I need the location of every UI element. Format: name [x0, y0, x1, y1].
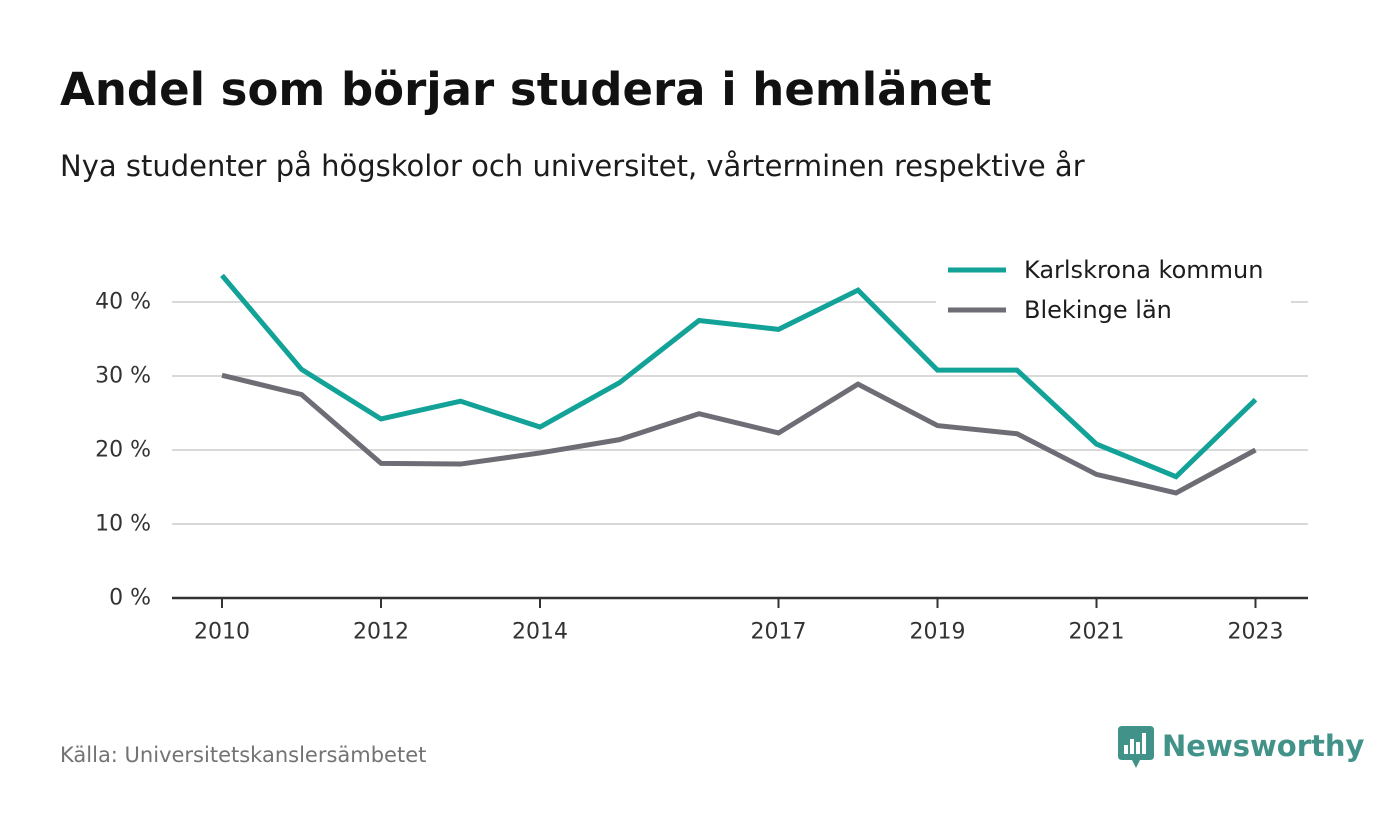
y-tick-label: 40 % [95, 290, 151, 315]
x-tick-label: 2021 [1069, 620, 1125, 645]
x-tick-label: 2010 [194, 620, 250, 645]
y-tick-label: 0 % [109, 586, 151, 611]
brand-name: Newsworthy [1162, 729, 1365, 763]
legend-label: Blekinge län [1024, 296, 1172, 324]
y-tick-label: 10 % [95, 512, 151, 537]
legend-label: Karlskrona kommun [1024, 256, 1263, 284]
chart-title: Andel som börjar studera i hemlänet [60, 63, 992, 116]
series-line-karlskrona-kommun [220, 273, 1258, 480]
x-tick-label: 2023 [1228, 620, 1284, 645]
x-tick-label: 2012 [353, 620, 409, 645]
y-tick-label: 20 % [95, 438, 151, 463]
line-chart: 0 % 10 % 20 % 30 % 40 % 2010 2012 2014 2017 2019 2… [95, 250, 1308, 645]
chart-subtitle: Nya studenter på högskolor och universit… [60, 149, 1085, 183]
y-tick-label: 30 % [95, 364, 151, 389]
brand-logo[interactable]: Newsworthy [1118, 726, 1364, 772]
x-tick-label: 2014 [512, 620, 568, 645]
newsworthy-logo-icon [1118, 726, 1154, 768]
x-tick-label: 2017 [751, 620, 807, 645]
legend-background [936, 250, 1291, 334]
source-note: Källa: Universitetskanslersämbetet [60, 743, 427, 767]
x-tick-label: 2019 [910, 620, 966, 645]
series-line-blekinge-lan [221, 372, 1257, 496]
